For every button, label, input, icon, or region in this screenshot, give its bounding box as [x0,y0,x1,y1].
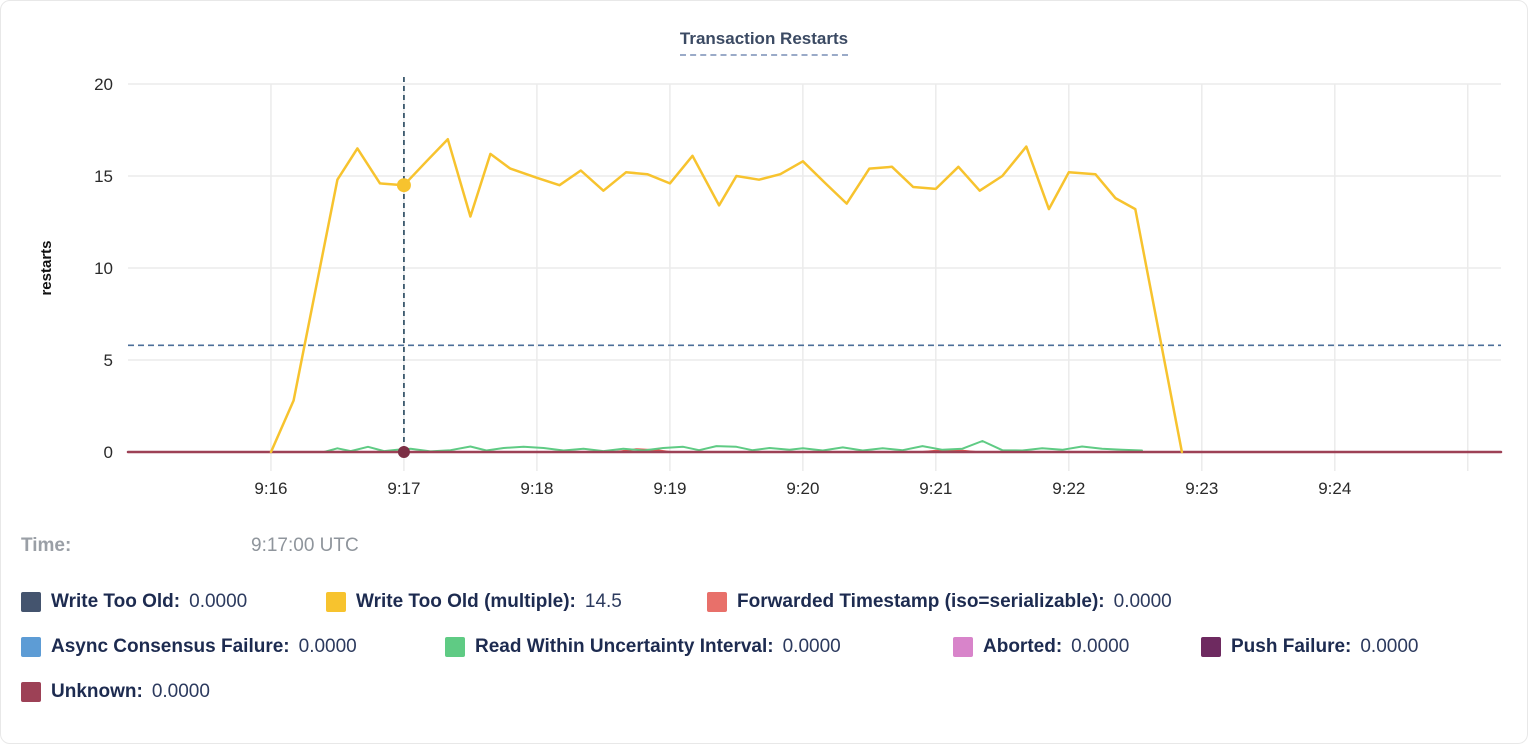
y-axis-tick-label: 5 [104,351,113,370]
legend-value: 0.0000 [189,591,248,612]
legend-swatch-async-consensus-failure-icon [21,637,41,657]
legend-label: Forwarded Timestamp (iso=serializable): [737,591,1105,612]
legend-swatch-read-within-uncertainty-interval-icon [445,637,465,657]
y-axis-tick-label: 0 [104,443,113,462]
legend-swatch-push-failure-icon [1201,637,1221,657]
x-axis-tick-label: 9:16 [254,479,287,498]
x-axis-tick-label: 9:20 [786,479,819,498]
legend-label: Write Too Old: [51,591,181,612]
legend-row: Write Too Old: 0.0000 Write Too Old (multi… [21,587,1515,617]
legend-item-async-consensus-failure: Async Consensus Failure: 0.0000 [21,636,445,658]
time-value: 9:17:00 UTC [251,535,359,556]
y-axis-title: restarts [38,240,55,295]
time-label: Time: [21,535,72,556]
legend-row: Async Consensus Failure: 0.0000 Read Withi… [21,632,1515,662]
y-axis-tick-label: 10 [94,259,113,278]
legend-swatch-unknown-icon [21,682,41,702]
x-axis-tick-label: 9:23 [1185,479,1218,498]
crosshair-dot-write-too-old-multiple- [396,178,411,193]
legend-item-write-too-old: Write Too Old: 0.0000 [21,591,326,613]
legend-item-write-too-old-multiple: Write Too Old (multiple): 14.5 [326,591,707,613]
x-axis-tick-label: 9:22 [1052,479,1085,498]
legend-label: Aborted: [983,636,1063,657]
x-axis-tick-label: 9:21 [919,479,952,498]
legend-swatch-write-too-old-multiple-icon [326,592,346,612]
series-line-read-within-uncertainty-interval [323,440,1143,453]
legend-label: Read Within Uncertainty Interval: [475,636,774,657]
legend-value: 0.0000 [1360,636,1419,657]
series-line-write-too-old-multiple- [269,137,1184,454]
y-axis-tick-label: 20 [94,75,113,94]
legend-label: Write Too Old (multiple): [356,591,576,612]
legend-row: Unknown: 0.0000 [21,677,1515,707]
legend-value: 0.0000 [151,681,210,702]
legend-item-read-within-uncertainty-interval: Read Within Uncertainty Interval: 0.0000 [445,636,953,658]
crosshair-dot-unknown [397,446,410,458]
legend-swatch-aborted-icon [953,637,973,657]
legend-value: 0.0000 [1071,636,1130,657]
legend-item-aborted: Aborted: 0.0000 [953,636,1201,658]
transaction-restarts-chart[interactable]: 0 5 10 15 20 9:16 9:17 9:18 9:19 9:20 9:21 9:22 9:23… [1,1,1528,516]
legend-swatch-write-too-old-icon [21,592,41,612]
legend-label: Push Failure: [1231,636,1352,657]
legend-swatch-forwarded-timestamp-icon [707,592,727,612]
legend-value: 0.0000 [298,636,357,657]
legend-label: Unknown: [51,681,143,702]
chart-title[interactable]: Transaction Restarts [679,29,849,56]
x-axis-tick-label: 9:24 [1318,479,1351,498]
legend-item-push-failure: Push Failure: 0.0000 [1201,636,1418,658]
legend-value: 0.0000 [1113,591,1172,612]
legend-value: 14.5 [584,591,622,612]
legend-label: Async Consensus Failure: [51,636,290,657]
x-axis-tick-label: 9:18 [520,479,553,498]
x-axis-tick-label: 9:17 [387,479,420,498]
chart-title-wrap: Transaction Restarts [1,29,1527,56]
legend: Write Too Old: 0.0000 Write Too Old (multi… [21,587,1515,722]
tooltip-time-row: Time: 9:17:00 UTC [21,535,359,557]
x-axis-tick-label: 9:19 [653,479,686,498]
legend-item-unknown: Unknown: 0.0000 [21,681,210,703]
legend-value: 0.0000 [782,636,841,657]
y-axis-tick-label: 15 [94,167,113,186]
legend-item-forwarded-timestamp: Forwarded Timestamp (iso=serializable): 0… [707,591,1172,613]
